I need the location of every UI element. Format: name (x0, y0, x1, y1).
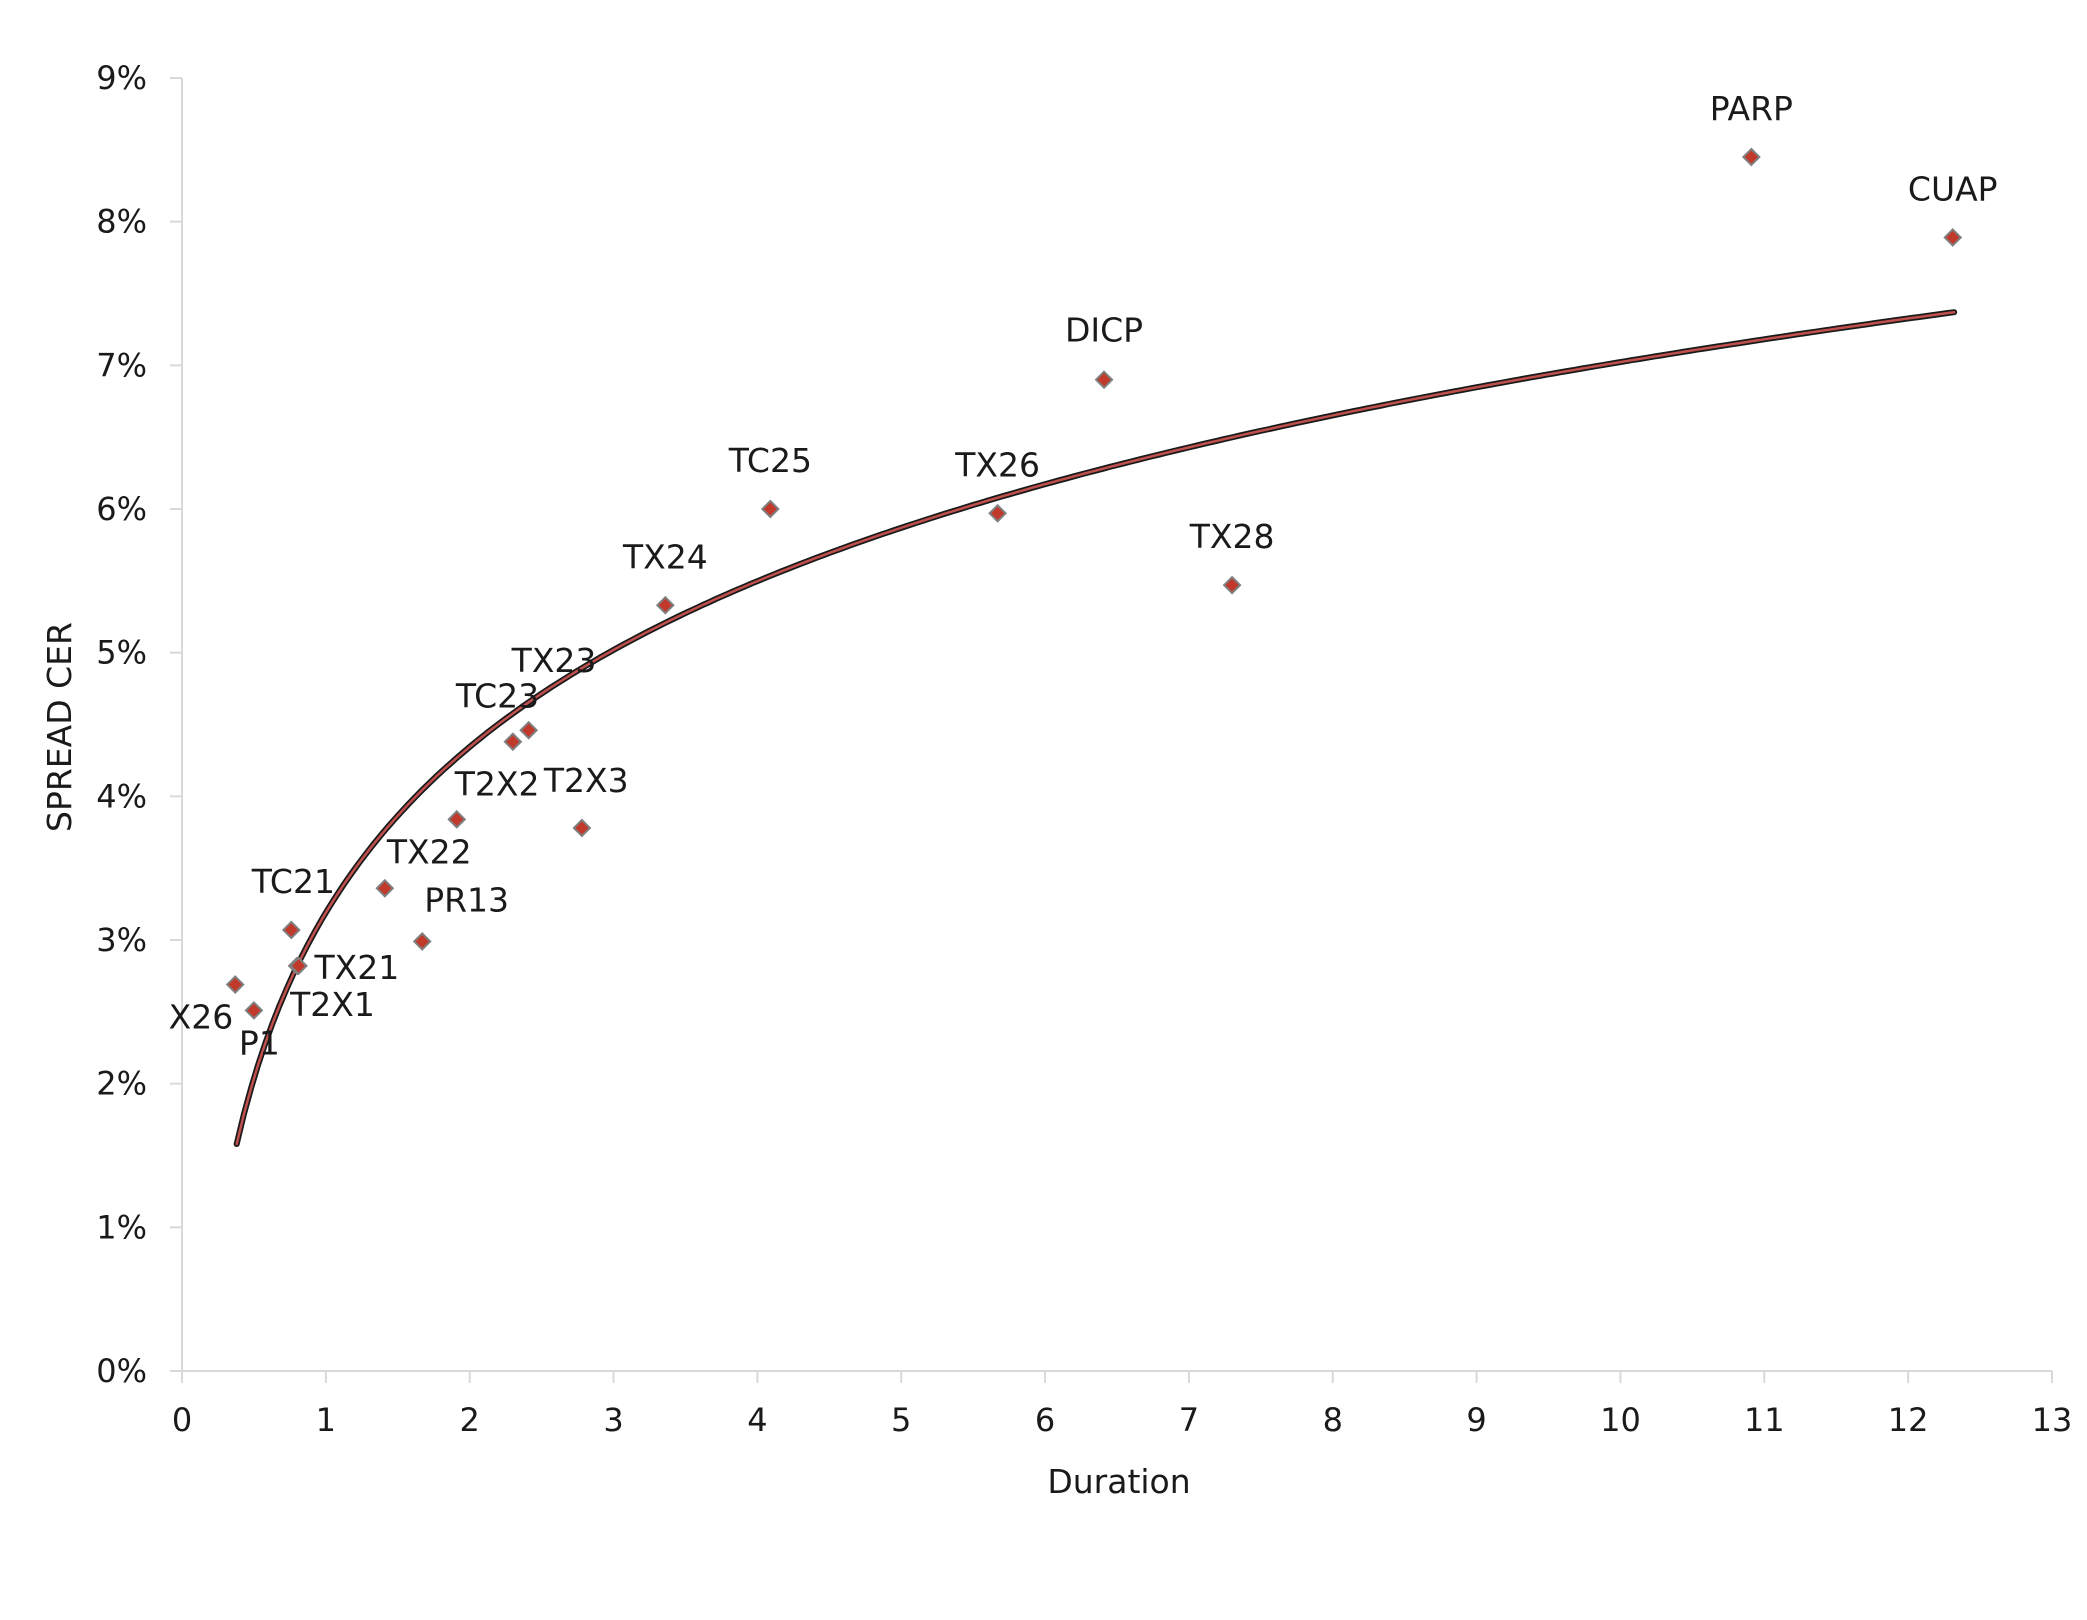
data-point (447, 809, 467, 829)
point-label: DICP (1065, 311, 1143, 350)
x-tick-label: 1 (316, 1401, 336, 1439)
point-label: T2X1 (289, 985, 375, 1024)
x-tick-label: 0 (172, 1401, 192, 1439)
data-point (655, 595, 675, 615)
y-tick-label: 9% (96, 59, 147, 97)
point-label: TX22 (386, 832, 472, 871)
data-point (988, 503, 1008, 523)
point-label: CUAP (1908, 169, 1998, 208)
point-label: TC25 (728, 441, 812, 480)
trendline-core (235, 310, 1956, 1146)
x-axis-title: Duration (1047, 1462, 1190, 1501)
y-tick-label: 5% (96, 634, 147, 672)
x-tick-label: 10 (1600, 1401, 1641, 1439)
y-axis-title: SPREAD CER (40, 622, 79, 832)
x-tick-label: 13 (2032, 1401, 2073, 1439)
point-label: TX23 (511, 641, 597, 680)
point-label: T2X2 (454, 764, 540, 803)
trendline (233, 309, 1958, 1147)
point-label: P1 (239, 1023, 280, 1062)
y-tick-label: 0% (96, 1352, 147, 1390)
point-label: TX26 (954, 445, 1040, 484)
x-tick-label: 9 (1466, 1401, 1486, 1439)
y-tick-label: 8% (96, 203, 147, 241)
point-label: X26 (169, 998, 234, 1037)
data-point (1741, 147, 1761, 167)
point-label: TC21 (251, 862, 335, 901)
point-label: PR13 (424, 880, 509, 919)
y-tick-label: 2% (96, 1065, 147, 1103)
point-label: TC23 (455, 677, 539, 716)
data-point (1094, 370, 1114, 390)
data-point (519, 720, 539, 740)
data-point (281, 920, 301, 940)
data-point (760, 499, 780, 519)
y-tick-label: 7% (96, 346, 147, 384)
y-tick-label: 4% (96, 777, 147, 815)
x-tick-label: 6 (1035, 1401, 1055, 1439)
data-point (244, 1000, 264, 1020)
data-point (412, 932, 432, 951)
point-label: T2X3 (543, 761, 629, 800)
x-tick-label: 12 (1888, 1401, 1929, 1439)
point-label: TX24 (622, 537, 708, 576)
data-points (225, 147, 1963, 1020)
y-tick-label: 3% (96, 921, 147, 959)
data-point (225, 975, 245, 994)
x-tick-label: 5 (891, 1401, 911, 1439)
x-tick-label: 4 (747, 1401, 767, 1439)
data-point (1222, 575, 1242, 595)
point-label: TX28 (1189, 517, 1275, 556)
data-point (289, 956, 308, 976)
data-point (503, 732, 523, 752)
point-label: PARP (1710, 89, 1793, 128)
x-tick-label: 7 (1179, 1401, 1199, 1439)
x-tick-label: 8 (1323, 1401, 1343, 1439)
x-tick-label: 2 (460, 1401, 480, 1439)
x-tick-label: 11 (1744, 1401, 1785, 1439)
axes: 0 1 2 3 4 5 6 7 8 9 10 11 12 130%1%2%3%4%5%6%7%8%9% (96, 59, 2072, 1439)
data-point (375, 878, 395, 898)
data-point (1943, 228, 1963, 247)
point-label: TX21 (314, 948, 400, 987)
x-tick-label: 3 (603, 1401, 623, 1439)
y-tick-label: 6% (96, 490, 147, 528)
y-tick-label: 1% (96, 1208, 147, 1246)
data-point (572, 818, 592, 838)
